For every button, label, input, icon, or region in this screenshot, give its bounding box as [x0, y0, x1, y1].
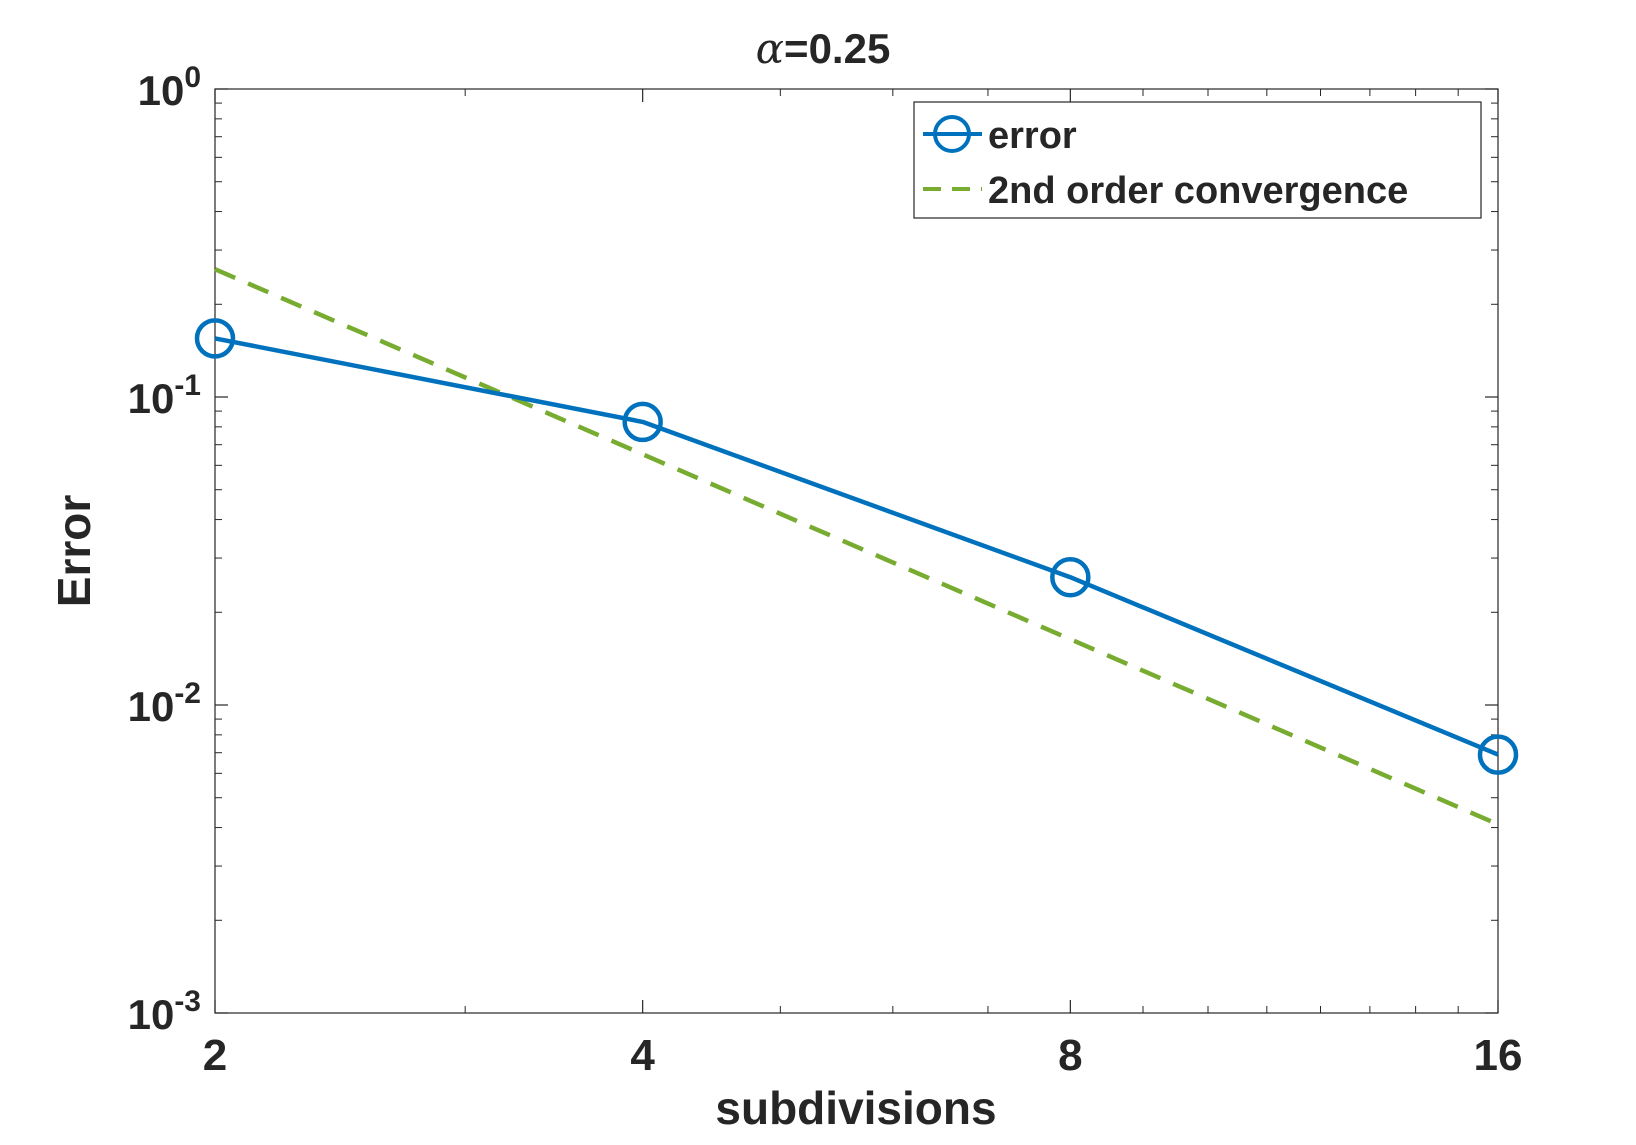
y-tick-exponent: 0 [184, 61, 201, 94]
convergence-series-line [214, 267, 1499, 827]
y-tick-base: 10 [128, 991, 175, 1038]
y-tick-base: 10 [138, 67, 185, 114]
y-tick-label: 10-3 [128, 985, 201, 1038]
legend-error-label: error [988, 115, 1077, 157]
error-data-point [1050, 556, 1091, 598]
y-tick-label: 10-2 [128, 677, 201, 730]
error-data-point [194, 318, 236, 359]
error-data-point [1477, 734, 1519, 775]
y-tick-exponent: -3 [174, 985, 201, 1018]
y-tick-label: 100 [138, 61, 201, 114]
y-tick-exponent: -2 [174, 677, 201, 710]
error-series-line [214, 336, 1499, 757]
legend: error 2nd order convergence [913, 101, 1482, 219]
y-tick-base: 10 [128, 375, 175, 422]
x-tick-labels: 2 4 8 16 [203, 1031, 1523, 1080]
legend-box [913, 101, 1482, 219]
chart-title-symbol: α [756, 24, 784, 73]
y-axis-label: Error [48, 495, 100, 608]
series-layer [194, 267, 1519, 827]
chart-title-value: =0.25 [784, 25, 890, 72]
y-tick-exponent: -1 [174, 369, 201, 402]
x-tick-label: 8 [1058, 1031, 1082, 1080]
major-ticks [214, 88, 1499, 1014]
y-tick-label: 10-1 [128, 369, 201, 422]
x-tick-label: 4 [630, 1031, 655, 1080]
legend-convergence-label: 2nd order convergence [988, 170, 1408, 212]
y-tick-base: 10 [128, 683, 175, 730]
chart-title: α=0.25 [756, 24, 891, 73]
error-data-point [622, 401, 663, 443]
minor-ticks [215, 89, 1498, 1013]
x-tick-label: 16 [1474, 1031, 1523, 1080]
x-axis-label: subdivisions [715, 1082, 996, 1134]
plot-area [214, 88, 1499, 1014]
legend-error-marker [933, 115, 971, 153]
x-tick-label: 2 [203, 1031, 227, 1080]
